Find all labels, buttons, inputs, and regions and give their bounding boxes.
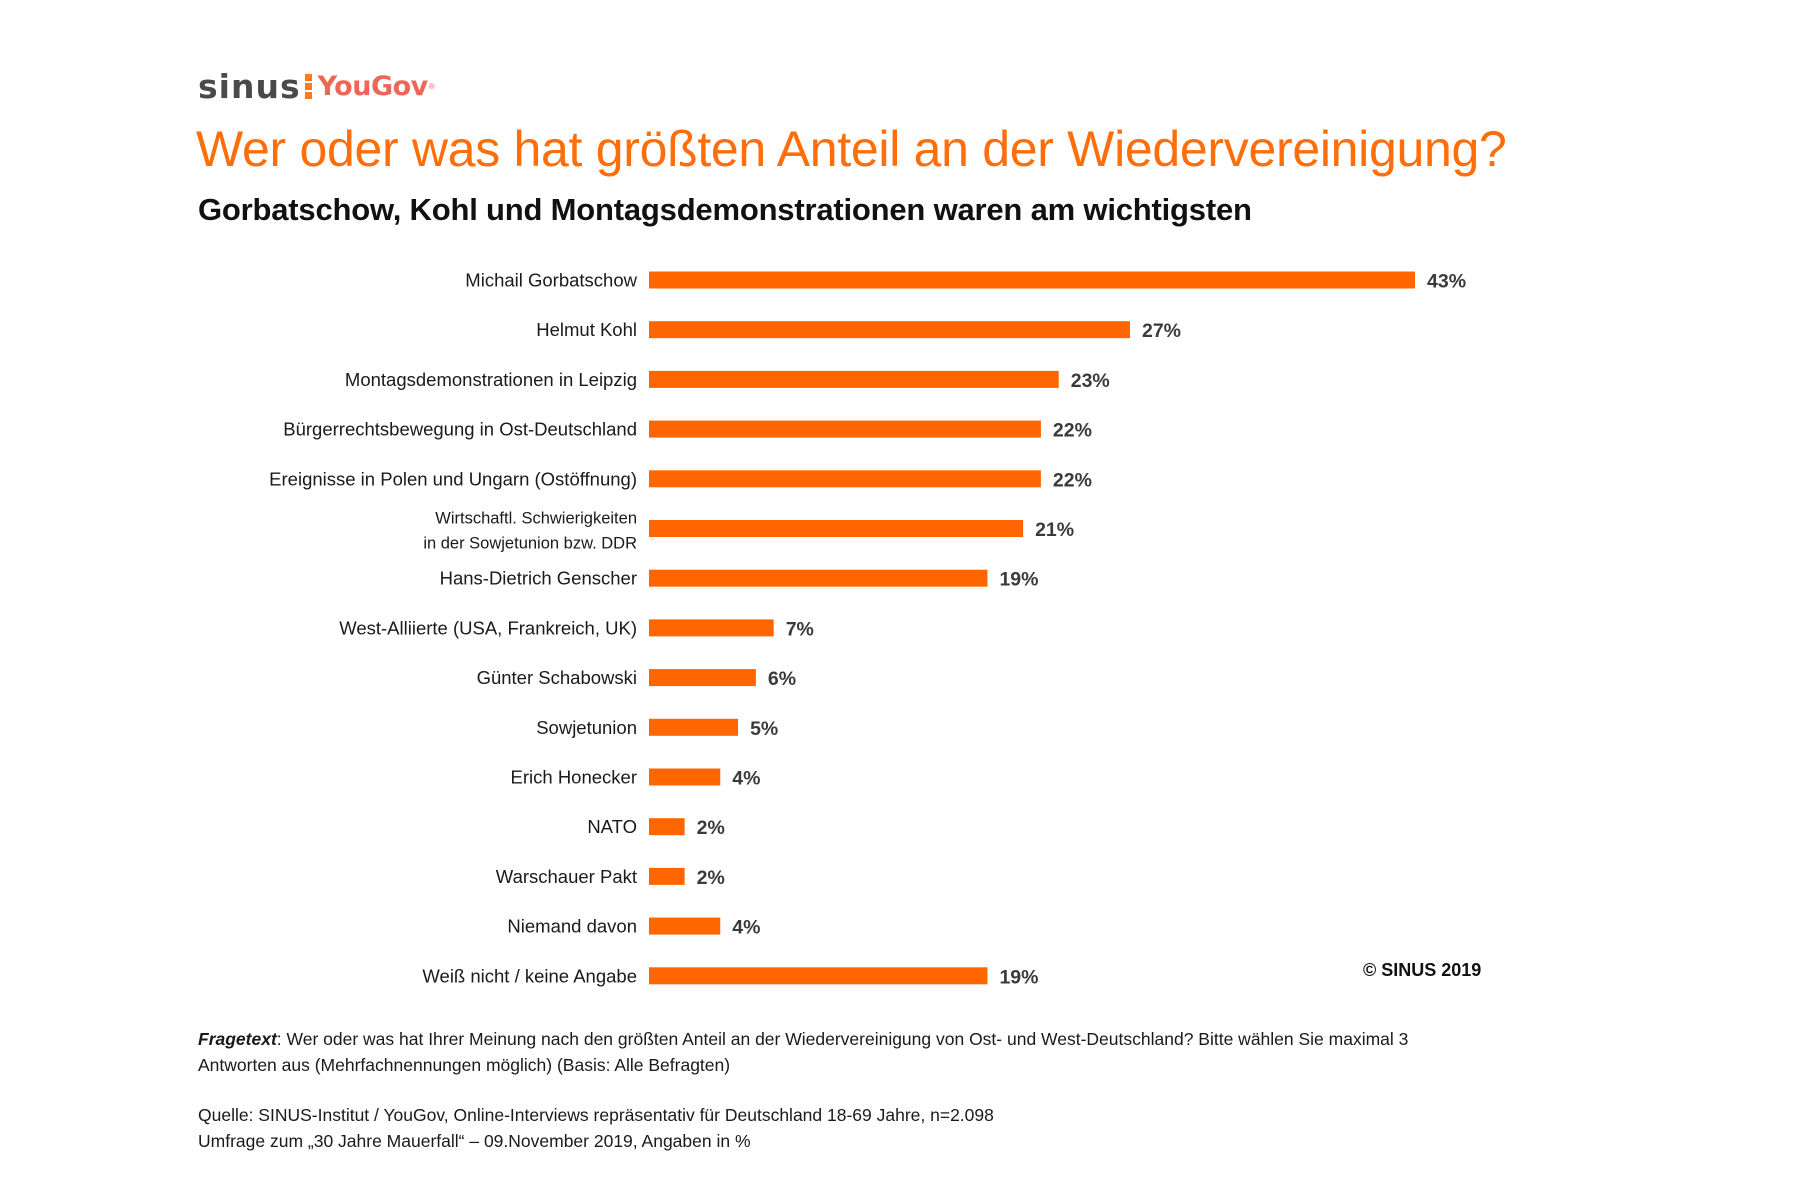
bar [649,768,721,786]
value-label: 22% [1053,469,1092,491]
category-label: Sowjetunion [536,717,637,738]
registered-mark: ® [428,81,435,91]
value-label: 23% [1071,370,1110,392]
bar [649,321,1130,339]
source-text: Quelle: SINUS-Institut / YouGov, Online-… [198,1102,994,1154]
category-label: Niemand davon [507,916,637,937]
value-label: 6% [768,668,796,690]
question-text-1: : Wer oder was hat Ihrer Meinung nach de… [276,1029,1409,1049]
category-label: Erich Honecker [511,767,637,788]
value-label: 43% [1427,271,1466,293]
logo-yougov: YouGov [317,70,429,102]
value-label: 19% [999,966,1038,988]
value-label: 2% [697,867,725,889]
question-line-1: Fragetext: Wer oder was hat Ihrer Meinun… [198,1026,1408,1052]
category-label: Hans-Dietrich Genscher [440,568,637,589]
bar [649,669,756,687]
bar [649,867,685,885]
bar [649,619,774,637]
category-label: Montagsdemonstrationen in Leipzig [345,369,637,390]
value-label: 4% [732,917,760,939]
bar [649,569,988,587]
category-label: Wirtschaftl. Schwierigkeiten in der Sowje… [423,510,637,553]
bar [649,520,1024,537]
value-label: 5% [750,718,778,740]
chart-subtitle: Gorbatschow, Kohl und Montagsdemonstrati… [198,192,1252,227]
category-label: West-Alliierte (USA, Frankreich, UK) [339,617,637,638]
question-line-2: Antworten aus (Mehrfachnennungen möglich… [198,1055,731,1075]
value-label: 19% [999,569,1038,591]
category-label: Michail Gorbatschow [465,270,637,291]
question-text: Fragetext: Wer oder was hat Ihrer Meinun… [198,1026,1408,1078]
bar [649,818,685,836]
value-label: 2% [697,817,725,839]
bar [649,917,721,935]
value-label: 7% [786,618,814,640]
value-label: 27% [1142,320,1181,342]
category-label: Weiß nicht / keine Angabe [422,965,637,986]
category-label: Warschauer Pakt [496,866,637,887]
category-label: NATO [587,816,637,837]
bar [649,470,1041,488]
category-label-line: in der Sowjetunion bzw. DDR [423,535,637,553]
logo: sinus YouGov ® [198,68,435,104]
bar [649,967,988,985]
category-label: Ereignisse in Polen und Ungarn (Ostöffnu… [269,468,637,489]
value-label: 22% [1053,420,1092,442]
copyright: © SINUS 2019 [1363,960,1482,980]
category-label: Helmut Kohl [536,319,637,340]
value-label: 21% [1035,519,1074,541]
bar [649,370,1059,388]
source-line-2: Umfrage zum „30 Jahre Mauerfall“ – 09.No… [198,1131,751,1151]
question-label: Fragetext [198,1029,277,1049]
category-label-line: Wirtschaftl. Schwierigkeiten [435,510,637,528]
value-label: 4% [732,768,760,790]
bar [649,271,1415,289]
logo-sinus: sinus [198,66,301,106]
chart-title: Wer oder was hat größten Anteil an der W… [196,121,1507,177]
bar [649,718,739,736]
logo-separator-icon [304,73,312,99]
category-label: Günter Schabowski [477,667,637,688]
category-label: Bürgerrechtsbewegung in Ost-Deutschland [283,419,637,440]
bar [649,420,1041,438]
source-line-1: Quelle: SINUS-Institut / YouGov, Online-… [198,1105,994,1125]
